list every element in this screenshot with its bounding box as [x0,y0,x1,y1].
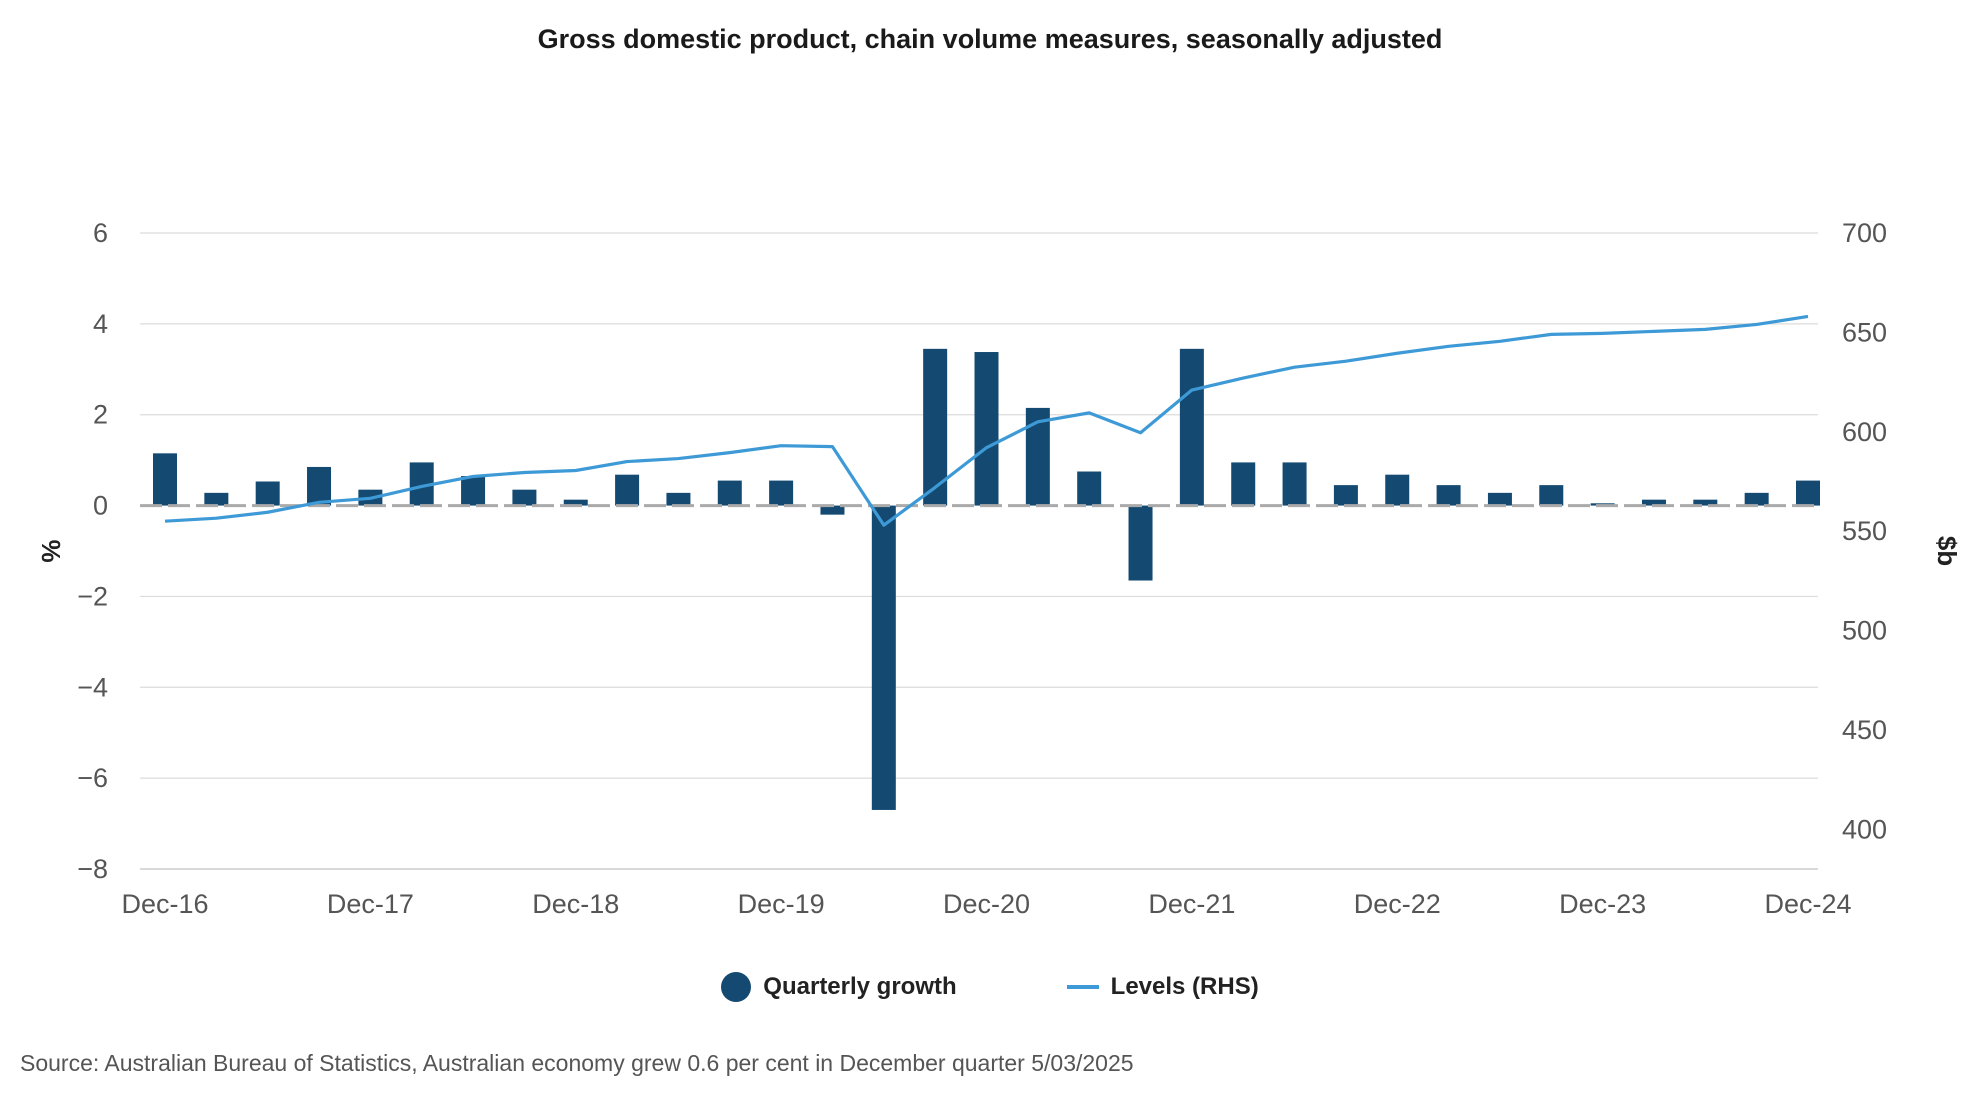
y-tick-label: 6 [93,218,108,248]
bar [1231,462,1256,506]
bar [871,505,896,810]
bar [1796,480,1820,506]
bar [1179,348,1204,506]
chart-title: Gross domestic product, chain volume mea… [537,24,1443,54]
y-tick-label: −2 [77,581,108,611]
bar [1128,505,1153,581]
bar [974,352,999,506]
y-tick-label: −8 [77,854,108,884]
bar [1693,499,1718,506]
bar [615,474,640,506]
y-tick-label: −6 [77,763,108,793]
bar [461,476,486,506]
bar [769,480,794,506]
x-tick-label: Dec-18 [532,889,619,919]
x-tick-label: Dec-22 [1354,889,1441,919]
y2-axis-title: $b [1932,536,1962,566]
x-tick-label: Dec-16 [121,889,208,919]
y-tick-label: 4 [93,309,108,339]
bar [1282,462,1307,506]
y2-tick-label: 550 [1842,516,1887,546]
y2-tick-label: 700 [1842,218,1887,248]
x-tick-label: Dec-21 [1148,889,1235,919]
bar [1333,485,1358,506]
bar [1487,492,1512,506]
bar [204,492,229,506]
x-tick-label: Dec-24 [1764,889,1851,919]
bar [307,466,332,506]
y-tick-label: 2 [93,400,108,430]
bar [563,499,588,506]
bar [1436,485,1461,506]
bar [1077,471,1102,506]
y-tick-label: 0 [93,491,108,521]
legend-line-marker-icon [1066,985,1099,989]
y2-tick-label: 400 [1842,814,1887,844]
y2-tick-label: 500 [1842,616,1887,646]
legend-item-line[interactable]: Levels (RHS) [1066,972,1259,1002]
bar [1539,485,1564,506]
legend-bar-label: Quarterly growth [763,973,957,1000]
legend: Quarterly growth Levels (RHS) [0,972,1980,1002]
bar [512,489,537,506]
legend-item-bars[interactable]: Quarterly growth [721,972,957,1002]
legend-line-label: Levels (RHS) [1110,973,1259,1000]
y2-tick-label: 600 [1842,417,1887,447]
bar [1744,492,1769,506]
legend-bar-marker-icon [721,972,752,1002]
x-tick-label: Dec-20 [943,889,1030,919]
levels-line [164,314,1809,527]
bar [717,480,742,506]
x-tick-label: Dec-19 [738,889,825,919]
y-axis-title: % [36,539,66,562]
bar [666,492,691,506]
y2-tick-label: 650 [1842,317,1887,347]
x-tick-label: Dec-17 [327,889,414,919]
bar [820,505,845,515]
source-note: Source: Australian Bureau of Statistics,… [20,1050,1134,1076]
y2-tick-label: 450 [1842,715,1887,745]
y-tick-label: −4 [77,672,108,702]
bar [153,453,177,506]
bar [255,481,280,506]
x-tick-label: Dec-23 [1559,889,1646,919]
bar [1385,474,1410,506]
bar [1641,499,1666,506]
